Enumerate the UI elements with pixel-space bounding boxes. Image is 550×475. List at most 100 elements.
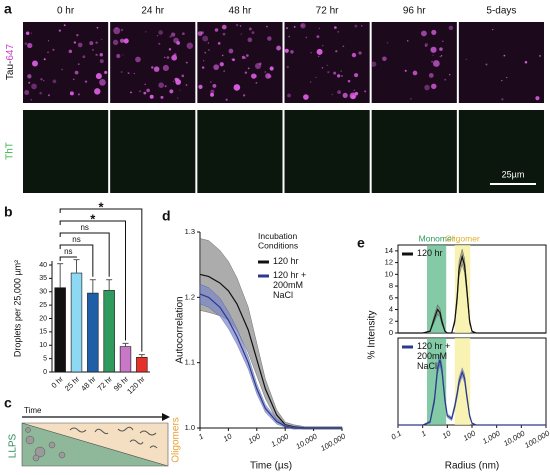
droplet [342,45,345,48]
droplet [104,70,108,75]
droplet [169,89,174,94]
droplet [47,94,50,97]
y-tick-label: 1.3 [185,227,195,236]
size-region [427,245,447,333]
droplet [120,28,124,32]
droplet [439,56,441,58]
droplet [309,81,312,83]
droplet [286,65,289,69]
y-tick-label: 25 [39,302,47,309]
droplet [506,76,508,79]
droplet [89,41,94,46]
image-tau [458,22,544,103]
bar [119,346,132,373]
droplet [181,74,185,78]
y-tick-label: 2 [389,316,393,325]
droplet [501,80,503,82]
column-label: 24 hr [141,6,164,17]
series-line [398,254,546,334]
droplet [43,79,45,82]
droplet [145,31,147,33]
droplet [95,53,98,57]
arrow-label: Time [24,406,42,415]
image-tau [110,22,196,103]
y-tick-label: 15 [39,329,47,336]
droplet [99,53,103,57]
droplet [27,74,32,79]
droplet [63,24,66,27]
y-tick-label: 30 [39,289,47,296]
droplet [233,84,241,91]
droplet [175,79,182,85]
droplet [40,78,43,81]
error-band [199,283,343,430]
droplet [201,66,205,69]
droplet [341,75,343,77]
image-tht [110,110,196,193]
y-tick-label: 1.1 [185,358,195,367]
droplet [337,90,341,94]
droplet [129,91,132,94]
y-tick-label: 5 [43,355,47,362]
droplet [241,55,246,60]
x-axis-label: Time (µs) [250,461,292,472]
droplet [361,25,363,27]
droplet [171,54,178,61]
droplet [151,66,154,69]
image-tau [284,22,370,103]
droplet [153,66,160,72]
droplet [223,70,226,72]
droplet [166,56,170,59]
droplet [115,27,118,30]
significance-bracket [59,256,77,261]
droplet [347,79,351,83]
plot-frame [397,337,547,426]
x-axis-label: Radius (nm) [445,461,499,472]
droplet [149,94,154,99]
significance-bracket [59,232,110,277]
row-label-prefix: Tau- [5,61,16,80]
droplet [337,31,340,33]
bar [103,290,115,373]
droplet [143,91,147,95]
droplet [235,23,239,27]
significance-bracket [59,244,94,277]
droplet [52,48,55,51]
y-tick-label: 0 [389,328,393,337]
droplet [77,63,80,65]
droplet [99,59,104,64]
droplet [77,42,83,48]
droplet [47,51,49,54]
x-tick-label: 10 [222,431,234,443]
column-label: 5-days [486,6,516,17]
image-tht [197,110,283,193]
series-line [199,293,342,429]
significance-bracket [59,220,126,341]
droplet [61,68,63,71]
droplet [247,67,250,70]
droplet [288,35,290,38]
droplet [94,88,101,95]
droplet [285,27,289,30]
droplet [39,91,42,95]
droplet [135,56,141,63]
droplet [172,80,175,83]
x-tick-label: 1,000 [269,431,290,449]
droplet [43,58,46,61]
droplet [116,53,121,59]
droplet [442,40,444,43]
droplet-icon [48,441,56,449]
droplet [176,41,180,45]
droplet [186,42,194,49]
droplet [432,54,434,56]
droplet [73,41,77,44]
text-line: NaCl [273,290,293,300]
droplet [430,60,434,63]
droplet [222,32,226,36]
y-tick-label: 40 [39,262,47,269]
droplet [539,54,542,57]
droplet [310,52,312,54]
legend-label: 120 hr +200mM NaCl [417,341,450,371]
droplet [364,90,367,93]
droplet [177,97,179,99]
